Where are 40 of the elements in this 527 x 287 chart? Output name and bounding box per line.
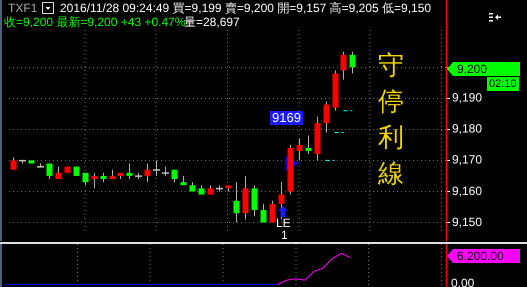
candlestick [172, 169, 178, 183]
candlestick [350, 51, 356, 74]
candlestick [252, 184, 258, 217]
candlestick [306, 135, 312, 155]
candlestick [126, 163, 132, 180]
candlestick [56, 166, 62, 180]
y-tick-label: 9,150 [452, 214, 482, 229]
candlestick [153, 160, 160, 176]
y-tick-label: 9,180 [452, 122, 482, 136]
candlestick [340, 51, 346, 80]
candlestick [92, 172, 98, 189]
y-tick-label: 9,170 [452, 152, 482, 167]
annotation: 9169 [270, 110, 303, 125]
annotation: 守停利線 [378, 50, 405, 190]
annotation: 1 [281, 228, 288, 242]
candlestick [46, 163, 52, 180]
candlestick [100, 172, 106, 183]
chart-title: TXF1 [8, 1, 38, 15]
candlestick [260, 203, 266, 223]
candlestick [10, 156, 16, 170]
candlestick [144, 163, 150, 183]
candlestick [324, 100, 330, 133]
candlestick [234, 182, 240, 223]
annotation: LE [276, 216, 291, 230]
chart-subtitle: 2016/11/28 09:24:49 買=9,199 賣=9,200 開=9,157 高=9,205 低=9,150 [60, 1, 432, 15]
candlestick [270, 200, 276, 223]
text: 6,200.00 [447, 249, 520, 263]
candlestick [190, 182, 196, 192]
text: 收=9,200 最新=9,200 +43 +0.47% [4, 15, 186, 29]
candlestick [278, 182, 284, 220]
candlestick [296, 138, 302, 161]
text: 量=28,697 [184, 15, 240, 29]
candlestick [82, 172, 88, 186]
text: 0.00 [451, 276, 474, 287]
y-tick-label: 9,160 [452, 184, 482, 198]
y-tick-label: 9,190 [452, 90, 482, 105]
candlestick [162, 166, 169, 176]
text: 02:10 [487, 77, 519, 91]
candlestick [74, 166, 80, 176]
text: 9,200 [447, 62, 520, 76]
